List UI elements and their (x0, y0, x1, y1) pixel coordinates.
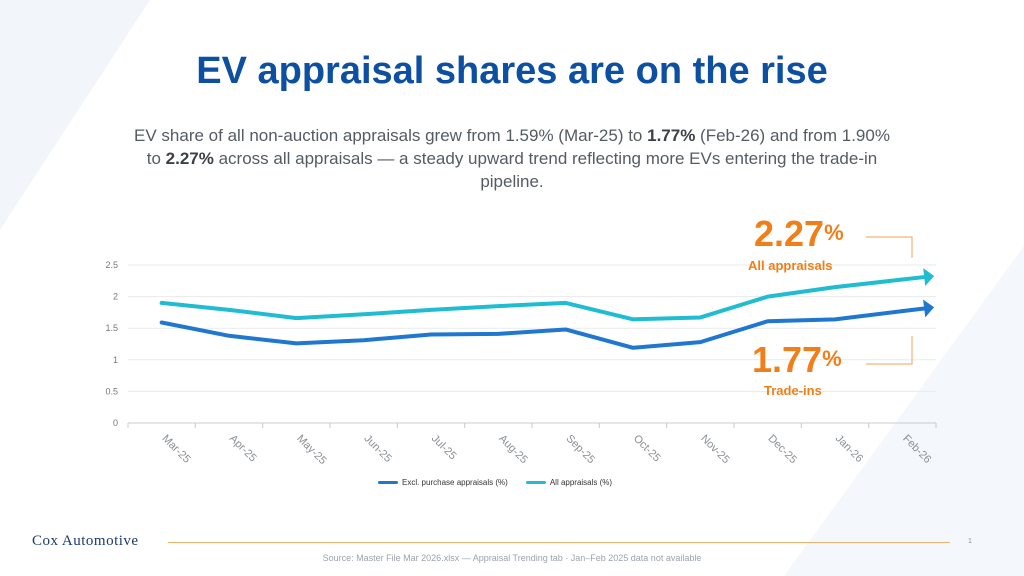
x-tick-label: Jun-25 (362, 433, 394, 465)
x-tick-label: Nov-25 (698, 433, 732, 467)
callout-tradein-pct: % (822, 346, 842, 371)
series-arrow-shaft (900, 275, 927, 282)
chart-legend: Excl. purchase appraisals (%) All apprai… (378, 478, 612, 487)
background-shape-left (0, 0, 150, 230)
source-note: Source: Master File Mar 2026.xlsx — Appr… (322, 553, 702, 563)
y-tick-label: 2.5 (105, 260, 118, 270)
x-tick-label: Sep-25 (564, 433, 598, 467)
series-arrow-shaft (900, 306, 927, 314)
x-tick-label: May-25 (294, 433, 328, 467)
legend-label-all: All appraisals (%) (549, 478, 613, 487)
series-arrow-head (923, 268, 935, 287)
slide-subtitle: EV share of all non-auction appraisals g… (130, 124, 894, 193)
callout-all-label: All appraisals (748, 258, 833, 273)
legend-label-excl: Excl. purchase appraisals (%) (402, 478, 508, 487)
page-number: 1 (968, 538, 972, 545)
y-tick-label: 0.5 (105, 386, 118, 396)
x-tick-label: Jan-26 (833, 433, 865, 465)
background-shape-right (784, 246, 1024, 576)
x-tick-label: Mar-25 (160, 433, 193, 466)
cox-automotive-logo: Cox Automotive (32, 533, 139, 549)
series-arrow-head (923, 299, 935, 318)
y-tick-label: 1 (113, 355, 118, 365)
x-tick-label: Dec-25 (766, 433, 800, 467)
subtitle-text-2: (Feb-26) and from 1.90% to (146, 126, 890, 168)
subtitle-bold-1: 1.77% (647, 126, 696, 145)
x-tick-label: Oct-25 (631, 433, 663, 465)
series-line-all (159, 277, 905, 322)
callout-tradein-value: 1.77% (752, 342, 842, 378)
callout-tradein-label: Trade-ins (764, 383, 822, 398)
series-line-excl (159, 309, 905, 350)
subtitle-bold-2: 2.27% (165, 149, 214, 168)
callout-all-number: 2.27 (754, 213, 825, 254)
slide-title: EV appraisal shares are on the rise (196, 50, 828, 92)
callout-all-pct: % (824, 220, 844, 245)
x-tick-label: Jul-25 (429, 433, 459, 463)
y-tick-label: 1.5 (105, 323, 118, 333)
footer-divider (168, 542, 950, 543)
x-tick-label: Apr-25 (227, 433, 259, 465)
y-tick-label: 2 (113, 292, 118, 302)
legend-item-excl: Excl. purchase appraisals (%) (378, 478, 508, 487)
legend-swatch-all (525, 481, 546, 484)
subtitle-text-3: across all appraisals — a steady upward … (213, 149, 878, 191)
legend-swatch-excl (378, 481, 398, 484)
callout-tradein-number: 1.77 (752, 339, 823, 380)
callout-all-value: 2.27% (754, 216, 844, 252)
y-tick-label: 0 (113, 418, 118, 428)
callout-connector-all (866, 236, 913, 258)
x-tick-label: Feb-26 (900, 433, 933, 466)
callout-connector-tradein (866, 336, 913, 365)
subtitle-text-1: EV share of all non-auction appraisals g… (134, 126, 648, 145)
legend-item-all: All appraisals (%) (525, 478, 613, 487)
x-tick-label: Aug-25 (496, 433, 530, 467)
